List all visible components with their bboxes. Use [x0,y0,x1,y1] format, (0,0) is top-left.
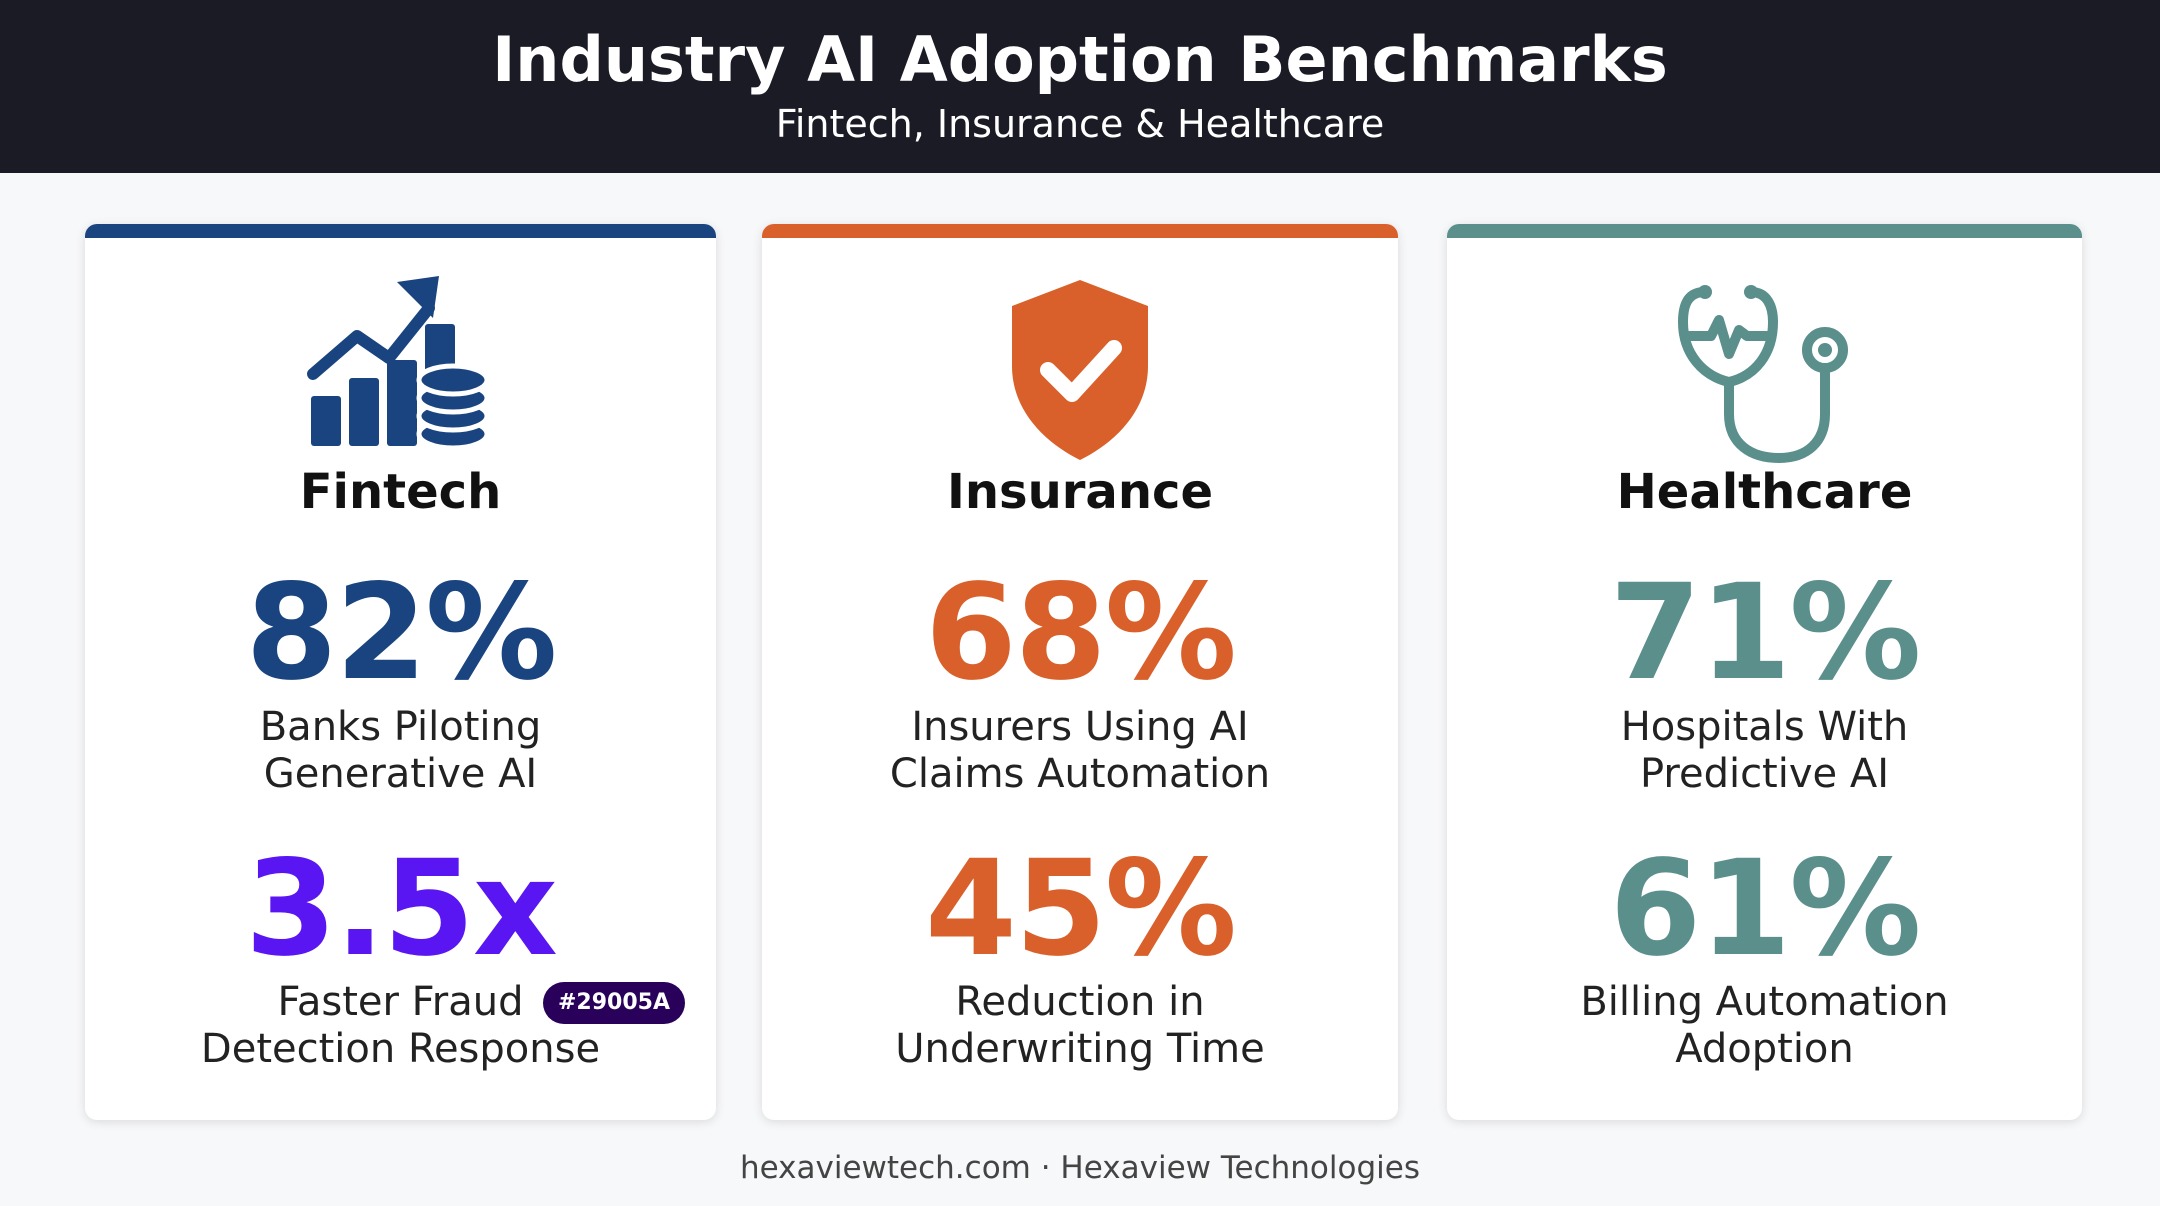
page-title: Industry AI Adoption Benchmarks [492,23,1668,96]
page-subtitle: Fintech, Insurance & Healthcare [775,102,1385,146]
stat-label-line: Faster Fraud [277,979,524,1025]
stat-label: Banks Piloting Generative AI [105,704,696,798]
stat-label-line: Generative AI [263,751,538,797]
stat-label: Reduction in Underwriting Time [782,979,1378,1073]
card-title: Fintech [299,464,502,520]
color-code-badge: #29005A [543,982,685,1024]
stethoscope-icon [1655,274,1875,464]
header-banner: Industry AI Adoption Benchmarks Fintech,… [0,0,2160,173]
stat-label-line: Claims Automation [889,751,1271,797]
stat-value: 82% [245,556,558,710]
stat-label-line: Detection Response [200,1026,601,1072]
card-accent-bar [85,224,716,238]
card-fintech: Fintech 82% Banks Piloting Generative AI… [85,224,716,1120]
stat-label-line: Reduction in [955,979,1205,1025]
stat-label-line: Hospitals With [1620,704,1909,750]
card-title: Healthcare [1616,464,1913,520]
stat-value: 3.5x [245,832,558,986]
stat-label: Faster Fraud Detection Response [105,979,696,1073]
card-healthcare: Healthcare 71% Hospitals With Predictive… [1447,224,2082,1120]
stat-label-line: Predictive AI [1639,751,1890,797]
card-accent-bar [762,224,1398,238]
stat-value: 45% [925,832,1237,986]
card-title: Insurance [946,464,1213,520]
shield-check-icon [970,274,1190,464]
stat-label-line: Insurers Using AI [911,704,1249,750]
stat-label: Insurers Using AI Claims Automation [782,704,1378,798]
footer-credit: hexaviewtech.com · Hexaview Technologies [739,1150,1420,1186]
stat-value: 61% [1609,832,1922,986]
stat-value: 68% [925,556,1237,710]
stat-label: Billing Automation Adoption [1467,979,2062,1073]
growth-chart-coins-icon [291,274,511,464]
stat-label-line: Banks Piloting [259,704,542,750]
card-accent-bar [1447,224,2082,238]
stat-label: Hospitals With Predictive AI [1467,704,2062,798]
stat-label-line: Adoption [1675,1026,1854,1072]
stat-value: 71% [1609,556,1922,710]
stat-label-line: Underwriting Time [895,1026,1265,1072]
card-insurance: Insurance 68% Insurers Using AI Claims A… [762,224,1398,1120]
stat-label-line: Billing Automation [1580,979,1949,1025]
